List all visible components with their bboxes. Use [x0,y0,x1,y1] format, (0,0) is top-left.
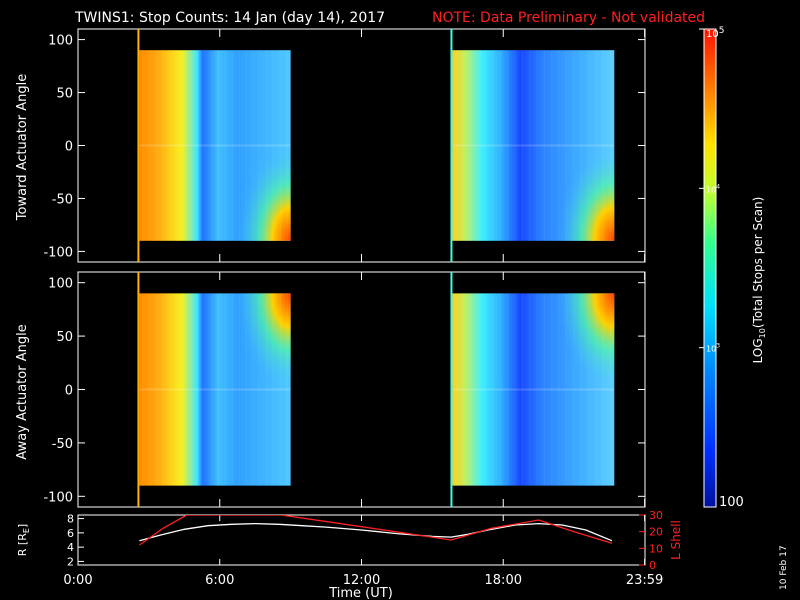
right-ytick-label: 20 [649,526,663,539]
scan-block-glow [557,293,615,390]
away-panel: 100 50 0 -50 -100 [43,271,646,508]
colorbar-label-log: LOG [751,338,765,363]
scan-block-glow [557,145,615,241]
left-ytick-label: 4 [67,541,74,554]
rshell-ylabel-sub: E [22,528,31,533]
toward-panel: 100 50 0 -50 -100 [43,28,646,263]
rshell-ylabel: R [RE] [16,524,31,556]
colorbar-bottom-label: 100 [719,495,744,510]
right-ytick-label: 0 [649,559,656,572]
ephemeris-frame [77,514,646,566]
colorbar-tick-label: 104 [706,183,720,194]
colorbar-label-rest: (Total Stops per Scan) [751,197,765,328]
ytick-label: 50 [56,330,73,345]
xtick-label: 23:59 [626,573,663,588]
xtick-label: 18:00 [485,573,522,588]
colorbar-tick-base: 10 [706,29,719,40]
right-ytick-label: 10 [649,542,663,555]
rshell-line [139,522,613,542]
ytick-label: -50 [52,192,73,207]
rshell-ylabel-main: R [R [16,533,29,556]
colorbar-label-sub: 10 [758,328,767,338]
right-ytick-label: 30 [649,509,663,522]
colorbar-tick-label: 105 [706,26,724,40]
colorbar-tick-exp: 3 [716,343,720,350]
scan-block-glow [237,145,291,241]
rshell-ylabel-close: ] [16,524,29,528]
ytick-label: 100 [48,34,73,49]
ytick-label: 50 [56,87,73,102]
xtick-label: 12:00 [343,573,380,588]
colorbar-tick-exp: 4 [716,183,720,190]
figure-title: TWINS1: Stop Counts: 14 Jan (day 14), 20… [74,10,385,26]
scan-block-glow [237,293,291,390]
ytick-label: -100 [43,245,73,260]
xaxis-label: Time (UT) [328,586,393,600]
colorbar-label: LOG10(Total Stops per Scan) [751,197,767,364]
ytick-label: 0 [65,140,73,155]
xtick-label: 6:00 [205,573,234,588]
left-ytick-label: 6 [67,527,74,540]
ytick-label: 0 [65,384,73,399]
left-ytick-label: 8 [67,513,74,526]
colorbar-tick-exp: 5 [719,26,725,36]
ytick-label: -100 [43,490,73,505]
ytick-label: -50 [52,437,73,452]
lshell-line [139,515,613,546]
colorbar-tick-base: 10 [706,185,716,194]
date-stamp: 10 Feb 17 [779,545,789,590]
preliminary-note: NOTE: Data Preliminary - Not validated [432,10,705,26]
colorbar-bar [703,28,717,508]
away-ylabel: Away Actuator Angle [15,324,30,459]
ytick-label: 100 [48,277,73,292]
xtick-label: 0:00 [63,573,92,588]
colorbar-tick-label: 103 [706,343,720,354]
colorbar-tick-base: 10 [706,345,716,354]
lshell-ylabel: L Shell [669,520,683,560]
toward-ylabel: Toward Actuator Angle [15,74,30,221]
left-ytick-label: 2 [67,555,74,568]
